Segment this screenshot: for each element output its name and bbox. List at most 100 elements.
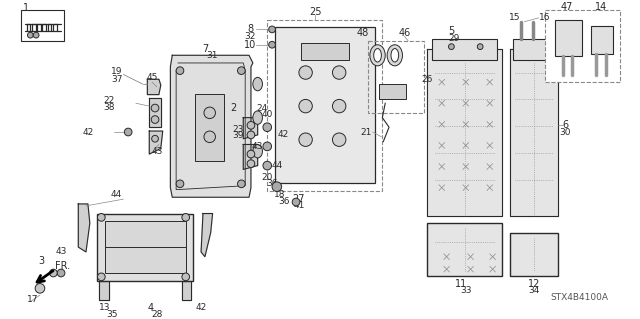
Polygon shape	[243, 145, 258, 169]
Text: 12: 12	[528, 278, 540, 289]
Polygon shape	[510, 48, 558, 216]
Bar	[545, 10, 620, 82]
Text: 27: 27	[292, 194, 305, 204]
Polygon shape	[149, 131, 163, 154]
Text: 1: 1	[22, 3, 29, 13]
Circle shape	[33, 32, 39, 38]
Text: 31: 31	[206, 51, 218, 60]
Circle shape	[176, 180, 184, 188]
Polygon shape	[147, 79, 161, 95]
Circle shape	[477, 44, 483, 49]
Circle shape	[97, 273, 105, 281]
Text: 6: 6	[563, 120, 568, 130]
Text: 47: 47	[560, 2, 573, 12]
Polygon shape	[78, 204, 90, 252]
Polygon shape	[243, 118, 258, 139]
Circle shape	[182, 273, 189, 281]
Circle shape	[57, 269, 65, 277]
Bar	[275, 27, 374, 183]
Text: 45: 45	[147, 73, 158, 82]
Circle shape	[269, 41, 275, 48]
Text: 30: 30	[560, 128, 572, 137]
Bar	[195, 94, 224, 161]
Text: 43: 43	[55, 248, 67, 256]
Text: 7: 7	[202, 44, 208, 54]
Circle shape	[182, 213, 189, 221]
Text: 8: 8	[247, 24, 253, 34]
Bar	[513, 39, 555, 60]
Ellipse shape	[253, 111, 262, 124]
Ellipse shape	[391, 48, 399, 62]
Text: 25: 25	[309, 7, 321, 17]
Text: 43: 43	[151, 147, 163, 156]
Circle shape	[247, 131, 255, 139]
Text: 46: 46	[398, 28, 410, 38]
Text: 35: 35	[106, 310, 118, 319]
Circle shape	[272, 182, 282, 191]
Text: 24: 24	[257, 104, 268, 113]
Circle shape	[151, 116, 159, 123]
Text: 19: 19	[111, 67, 122, 76]
Text: 3: 3	[39, 256, 45, 266]
Text: 44: 44	[271, 161, 282, 170]
Circle shape	[269, 26, 275, 33]
Text: 48: 48	[357, 28, 369, 38]
Text: 18: 18	[274, 190, 285, 199]
Circle shape	[263, 142, 271, 151]
Bar	[591, 26, 612, 54]
Bar	[20, 10, 64, 41]
Polygon shape	[149, 99, 161, 127]
Text: 16: 16	[539, 13, 550, 22]
Bar	[97, 213, 193, 281]
Text: 28: 28	[151, 310, 163, 319]
Ellipse shape	[253, 77, 262, 91]
Circle shape	[263, 161, 271, 170]
Text: 5: 5	[448, 26, 454, 36]
Bar	[268, 20, 382, 190]
Text: 2: 2	[230, 103, 237, 113]
Circle shape	[299, 66, 312, 79]
Text: 42: 42	[278, 130, 289, 139]
Text: 22: 22	[104, 96, 115, 105]
Text: 23: 23	[233, 125, 244, 134]
Bar	[510, 233, 558, 276]
Ellipse shape	[370, 45, 385, 66]
Circle shape	[237, 67, 245, 74]
Circle shape	[237, 180, 245, 188]
Circle shape	[292, 198, 300, 206]
Text: 11: 11	[455, 278, 467, 289]
Circle shape	[124, 128, 132, 136]
Text: 39: 39	[233, 131, 244, 140]
Ellipse shape	[374, 48, 381, 62]
Text: 41: 41	[293, 201, 305, 210]
Bar	[428, 223, 502, 276]
Polygon shape	[182, 281, 191, 300]
Text: FR.: FR.	[55, 261, 70, 271]
Text: STX4B4100A: STX4B4100A	[550, 293, 608, 302]
Text: 32: 32	[244, 32, 255, 41]
Text: 43: 43	[252, 142, 263, 151]
Circle shape	[247, 160, 255, 167]
Polygon shape	[99, 281, 109, 300]
Bar	[301, 43, 349, 60]
Circle shape	[247, 122, 255, 129]
Text: 21: 21	[360, 128, 372, 137]
Circle shape	[204, 131, 216, 143]
Text: 10: 10	[244, 40, 256, 50]
Text: 13: 13	[99, 303, 111, 312]
Text: 4: 4	[147, 302, 154, 313]
Text: 29: 29	[449, 33, 460, 42]
Circle shape	[28, 32, 33, 38]
Bar	[380, 84, 406, 100]
Circle shape	[247, 150, 255, 158]
Bar	[555, 20, 582, 56]
Circle shape	[152, 135, 158, 142]
Text: 34: 34	[528, 286, 540, 295]
Circle shape	[204, 107, 216, 119]
Ellipse shape	[387, 45, 403, 66]
Text: 42: 42	[195, 303, 207, 312]
Text: 40: 40	[262, 110, 273, 119]
Text: 44: 44	[111, 190, 122, 199]
Text: 36: 36	[266, 179, 278, 188]
Circle shape	[263, 123, 271, 131]
